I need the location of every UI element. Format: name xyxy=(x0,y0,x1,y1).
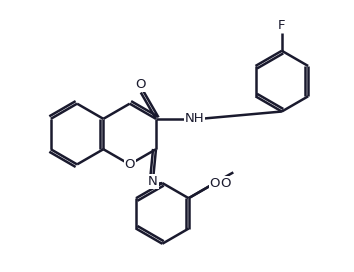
Text: O: O xyxy=(210,177,220,190)
Text: F: F xyxy=(278,19,286,32)
Text: NH: NH xyxy=(184,112,204,125)
Text: O: O xyxy=(136,78,146,91)
Text: O: O xyxy=(124,158,135,171)
Text: N: N xyxy=(148,175,158,188)
Text: O: O xyxy=(220,177,230,190)
